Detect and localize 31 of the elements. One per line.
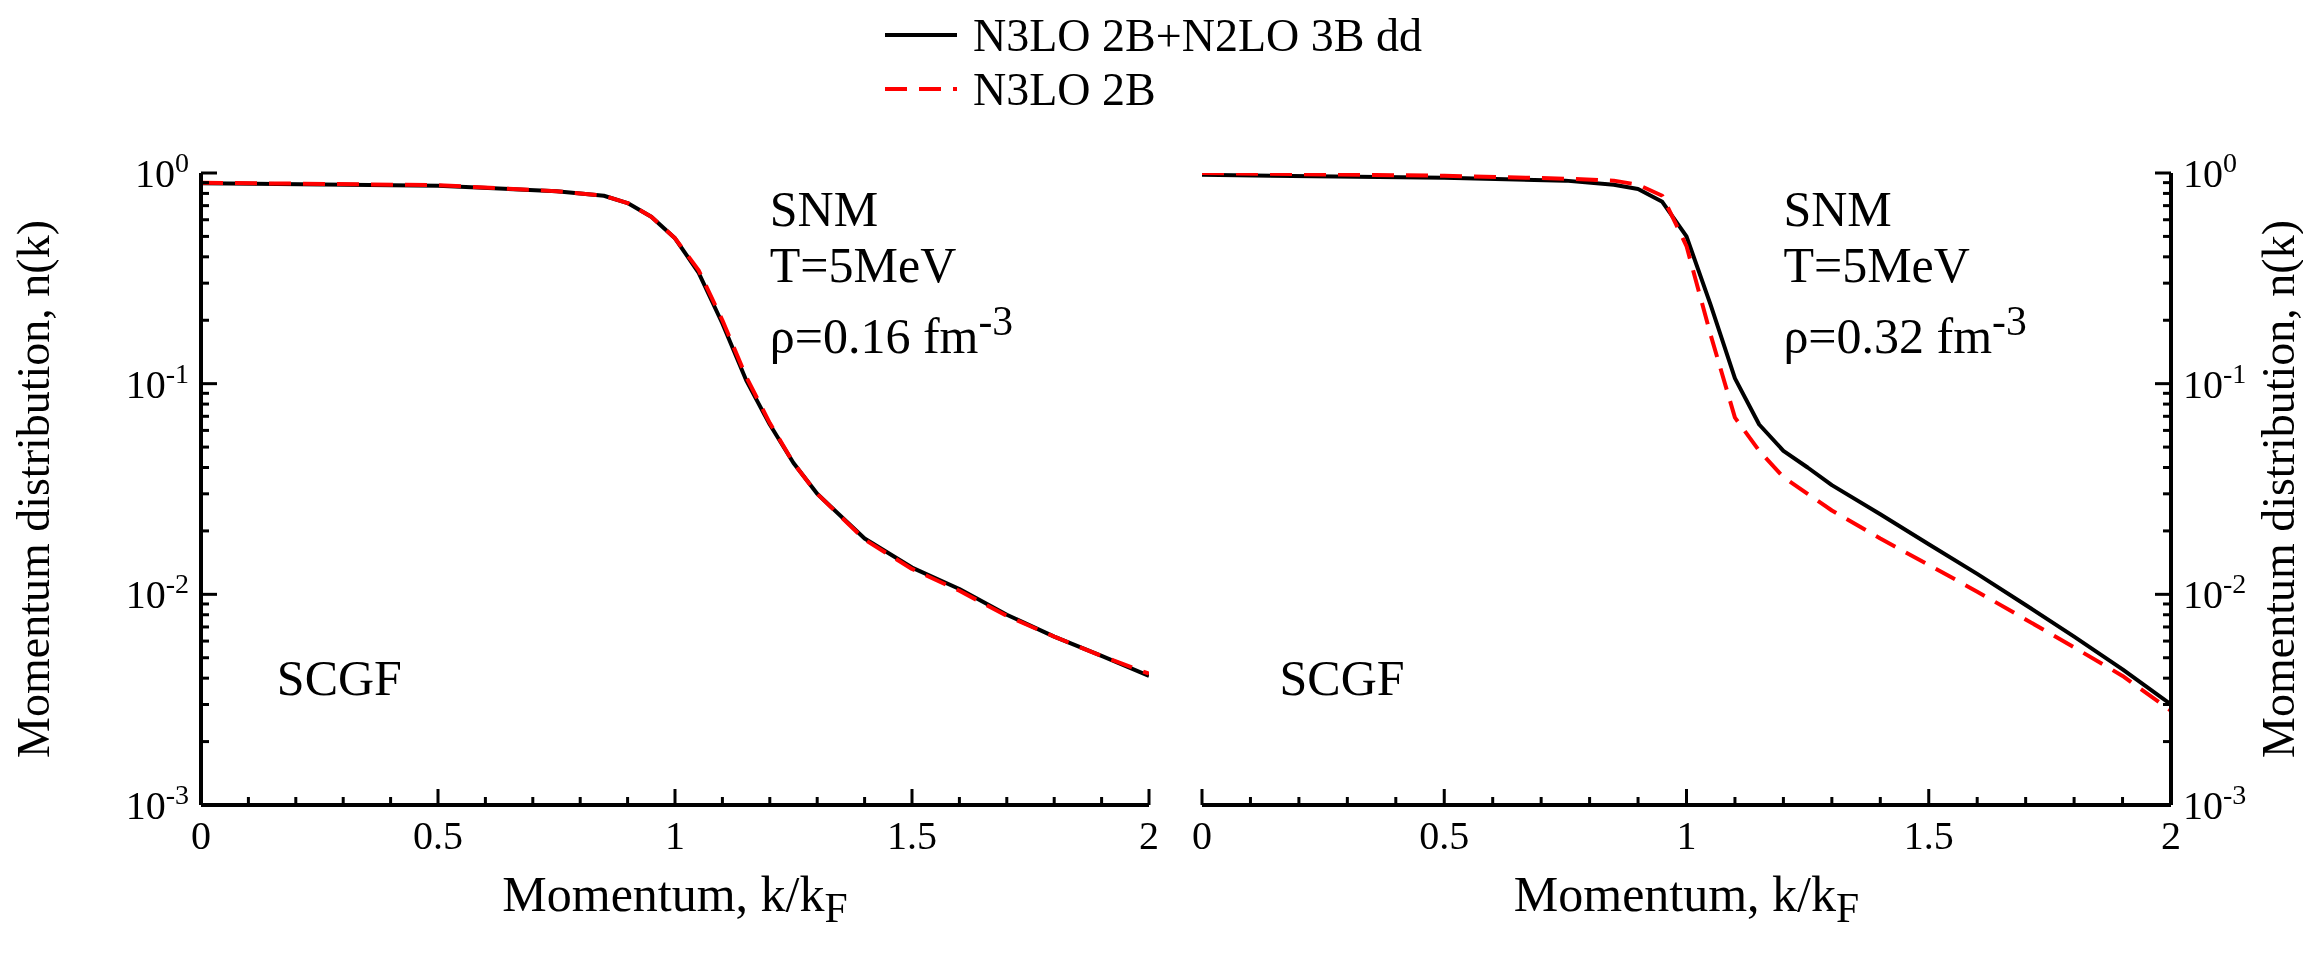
annotation: SCGF [276,648,402,707]
y2-tick-label: 10$^{-2}$ [2183,567,2247,618]
x-tick-label: 0 [191,813,211,858]
annotation: ρ=0.32 fm$^{-3}$ [1783,297,2027,364]
y-tick-label: 10$^{-3}$ [125,778,189,828]
annotation: SNM [769,181,879,237]
x-tick-label: 1.5 [887,813,937,858]
x-tick-label: 1 [1676,813,1697,858]
y2-tick-label: 10$^{0}$ [2183,146,2237,196]
annotation: SCGF [1279,648,1405,707]
y2-tick-label: 10$^{-1}$ [2183,357,2247,407]
annotation: T=5MeV [1783,237,1970,293]
x-tick-label: 0.5 [1419,813,1470,858]
y2-tick-label: 10$^{-3}$ [2183,778,2247,828]
annotation: SNM [1783,181,1892,237]
x-tick-label: 1 [665,813,685,858]
x-tick-label: 0 [1192,813,1212,858]
x-tick-label: 1.5 [1903,813,1954,858]
x-axis-title: Momentum, k/k$_{F}$ [1512,865,1861,932]
x-tick-label: 2 [2161,813,2181,858]
y-tick-label: 10$^{-2}$ [125,567,189,618]
y-tick-label: 10$^{0}$ [135,146,189,196]
annotation: T=5MeV [769,237,957,293]
x-tick-label: 2 [1139,813,1159,858]
y-axis-title: Momentum distribution, n(k) [7,219,60,760]
x-axis-title: Momentum, k/k$_{F}$ [501,865,849,932]
legend-label: N3LO 2B+N2LO 3B dd [973,8,1422,62]
y-tick-label: 10$^{-1}$ [125,357,189,407]
legend-label: N3LO 2B [973,62,1156,116]
annotation: ρ=0.16 fm$^{-3}$ [769,297,1014,364]
x-tick-label: 0.5 [413,813,463,858]
